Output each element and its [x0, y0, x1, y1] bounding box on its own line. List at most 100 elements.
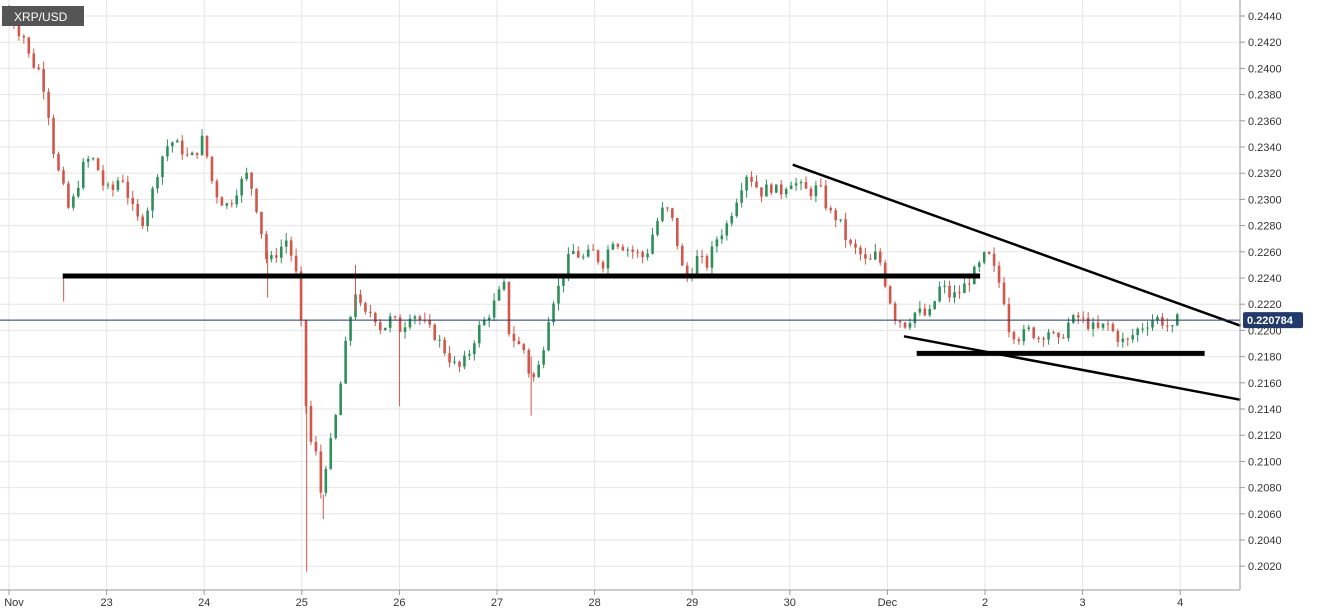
candle-body	[992, 253, 996, 266]
candle-body	[903, 322, 907, 328]
candle-body	[1052, 332, 1055, 334]
candle-body	[586, 249, 590, 257]
x-tick-label: 27	[491, 597, 503, 609]
candle-body	[171, 142, 174, 147]
candle-body	[146, 210, 149, 227]
candle-body	[245, 172, 248, 180]
lower-trendline	[903, 335, 1241, 402]
candle-body	[413, 316, 417, 319]
candle-body	[260, 211, 263, 235]
candle-body	[1002, 282, 1006, 305]
candle-body	[265, 234, 268, 260]
candle-body	[963, 283, 966, 294]
candle-body	[314, 441, 318, 452]
candle-body	[809, 188, 813, 197]
candle-body	[388, 316, 392, 328]
candle-body	[294, 255, 298, 272]
candle-body	[180, 140, 184, 155]
candle-body	[834, 210, 838, 221]
candle-body	[621, 246, 625, 251]
candle-body	[878, 251, 882, 263]
candle-body	[374, 312, 377, 323]
candle-body	[1057, 332, 1060, 338]
x-tick-label: Dec	[878, 597, 898, 609]
candle-body	[359, 294, 362, 304]
x-tick-label: 23	[100, 597, 112, 609]
candle-body	[591, 249, 595, 251]
axis-layer: 0.2440 0.2420 0.2400 0.2380 0.2360 0.2340 0.23…	[0, 0, 1282, 609]
candle-body	[794, 183, 798, 186]
candle-body	[1101, 323, 1105, 328]
candle-body	[1067, 322, 1070, 339]
y-tick-label: 0.2260	[1248, 247, 1282, 259]
candle-body	[750, 176, 753, 182]
y-tick-label: 0.2420	[1248, 37, 1282, 49]
candle-body	[453, 361, 456, 363]
candle-body	[537, 364, 540, 378]
candle-body	[695, 255, 699, 274]
candle-body	[225, 203, 229, 206]
candle-body	[77, 187, 80, 197]
candle-body	[1032, 327, 1036, 339]
candle-body	[458, 361, 461, 367]
candle-body	[205, 135, 209, 157]
candle-body	[725, 223, 729, 236]
candle-body	[888, 286, 892, 304]
candle-body	[72, 196, 75, 208]
candle-body	[1012, 332, 1016, 340]
candle-body	[562, 275, 565, 286]
x-tick-label: 3	[1080, 597, 1086, 609]
candle-body	[319, 451, 323, 493]
grid-layer	[0, 0, 1240, 590]
candle-body	[616, 244, 620, 247]
candle-body	[864, 254, 867, 259]
candle-body	[666, 207, 669, 209]
candle-body	[1007, 304, 1011, 333]
candle-body	[403, 327, 407, 332]
candle-body	[675, 217, 679, 246]
candle-body	[250, 172, 253, 189]
candle-body	[62, 170, 65, 184]
candle-body	[532, 373, 536, 378]
candle-body	[824, 185, 828, 209]
y-tick-label: 0.2360	[1248, 116, 1282, 128]
candle-body	[760, 187, 763, 197]
y-tick-label: 0.2200	[1248, 325, 1282, 337]
candle-body	[210, 156, 214, 182]
candle-body	[819, 185, 823, 187]
x-tick-label: 26	[393, 597, 405, 609]
candle-body	[1131, 335, 1135, 340]
candle-body	[270, 255, 273, 260]
candle-body	[339, 383, 342, 416]
x-tick-label: 30	[784, 597, 796, 609]
candle-body	[982, 252, 986, 263]
candle-body	[829, 208, 833, 211]
candle-body	[1136, 328, 1139, 336]
candle-body	[656, 220, 659, 235]
candle-body	[156, 177, 159, 189]
candle-body	[497, 289, 501, 301]
candle-body	[477, 325, 481, 344]
candle-body	[948, 285, 951, 298]
candle-body	[438, 339, 441, 341]
candle-body	[1076, 315, 1080, 318]
candle-body	[468, 354, 471, 356]
candle-body	[933, 301, 937, 309]
candle-body	[349, 317, 352, 341]
candle-body	[240, 179, 243, 196]
candle-body	[1047, 332, 1050, 340]
candle-body	[774, 184, 778, 193]
candle-body	[284, 240, 288, 247]
candle-layer	[7, 5, 1179, 572]
candle-body	[1156, 316, 1159, 321]
y-tick-label: 0.2080	[1248, 483, 1282, 495]
candle-body	[651, 234, 654, 254]
candle-body	[1081, 317, 1085, 319]
candle-body	[567, 253, 570, 276]
candle-body	[1171, 325, 1174, 327]
candle-body	[111, 184, 115, 190]
candle-body	[131, 197, 135, 204]
y-tick-label: 0.2140	[1248, 404, 1282, 416]
candle-body	[1042, 338, 1045, 340]
candle-body	[176, 140, 179, 143]
